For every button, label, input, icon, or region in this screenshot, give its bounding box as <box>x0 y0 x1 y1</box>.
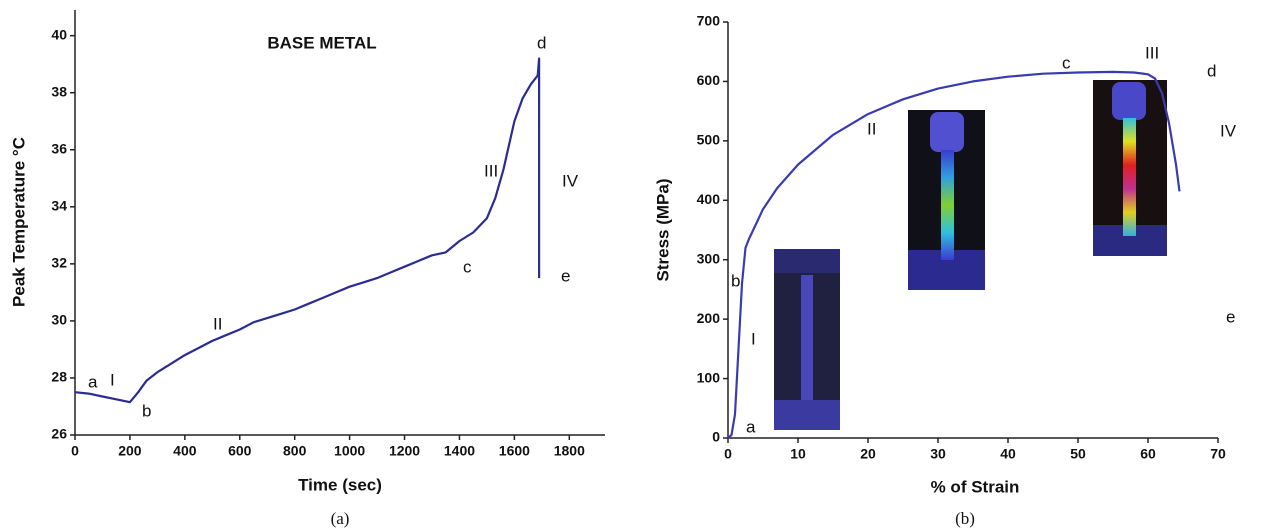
y-tick-label: 500 <box>697 132 721 148</box>
x-tick-label: 20 <box>860 446 876 462</box>
x-tick-label: 200 <box>118 443 142 459</box>
caption: (b) <box>955 509 975 528</box>
x-axis-title: % of Strain <box>931 477 1020 496</box>
x-tick-label: 400 <box>173 443 197 459</box>
y-axis-title: Stress (MPa) <box>653 179 672 282</box>
x-tick-label: 40 <box>1000 446 1016 462</box>
annotation: II <box>213 314 222 333</box>
data-line <box>74 57 541 404</box>
y-tick-label: 26 <box>51 426 67 442</box>
x-tick-label: 800 <box>283 443 307 459</box>
y-tick-label: 38 <box>51 83 67 99</box>
thermal-inset <box>1093 80 1167 256</box>
y-tick-label: 0 <box>712 429 720 445</box>
annotation: d <box>1207 61 1216 80</box>
y-tick-label: 200 <box>697 310 721 326</box>
x-tick-label: 1800 <box>554 443 585 459</box>
caption: (a) <box>331 509 350 528</box>
y-tick-label: 28 <box>51 369 67 385</box>
chart-title: BASE METAL <box>267 33 376 52</box>
y-tick-label: 34 <box>51 198 67 214</box>
x-tick-label: 60 <box>1140 446 1156 462</box>
data-line <box>727 70 1181 439</box>
y-tick-label: 36 <box>51 140 67 156</box>
annotation: a <box>88 372 98 391</box>
annotation: a <box>746 417 756 436</box>
x-axis-title: Time (sec) <box>298 475 382 494</box>
annotation: c <box>463 257 472 276</box>
x-tick-label: 30 <box>930 446 946 462</box>
annotation: d <box>537 33 546 52</box>
annotation: e <box>1226 307 1235 326</box>
annotation: I <box>751 329 756 348</box>
x-tick-label: 600 <box>228 443 252 459</box>
y-tick-label: 32 <box>51 255 67 271</box>
annotation: I <box>110 370 115 389</box>
x-tick-label: 70 <box>1210 446 1226 462</box>
annotation: c <box>1062 53 1071 72</box>
y-axis-title: Peak Temperature °C <box>9 137 28 307</box>
x-tick-label: 1000 <box>334 443 365 459</box>
y-tick-label: 300 <box>697 250 721 266</box>
annotation: IV <box>1220 121 1237 140</box>
y-tick-label: 30 <box>51 312 67 328</box>
y-tick-label: 100 <box>697 369 721 385</box>
x-tick-label: 1400 <box>444 443 475 459</box>
annotation: IV <box>562 171 579 190</box>
annotation: b <box>731 271 740 290</box>
thermal-inset <box>774 249 840 430</box>
x-tick-label: 50 <box>1070 446 1086 462</box>
thermal-inset <box>908 110 985 290</box>
x-tick-label: 0 <box>724 446 732 462</box>
y-tick-label: 700 <box>697 13 721 29</box>
annotation: e <box>561 266 570 285</box>
annotation: III <box>1145 43 1159 62</box>
x-tick-label: 0 <box>71 443 79 459</box>
annotation: II <box>867 119 876 138</box>
x-tick-label: 10 <box>790 446 806 462</box>
annotation: b <box>142 401 151 420</box>
y-tick-label: 400 <box>697 191 721 207</box>
x-tick-label: 1600 <box>499 443 530 459</box>
y-tick-label: 600 <box>697 72 721 88</box>
y-tick-label: 40 <box>51 26 67 42</box>
x-tick-label: 1200 <box>389 443 420 459</box>
annotation: III <box>484 161 498 180</box>
